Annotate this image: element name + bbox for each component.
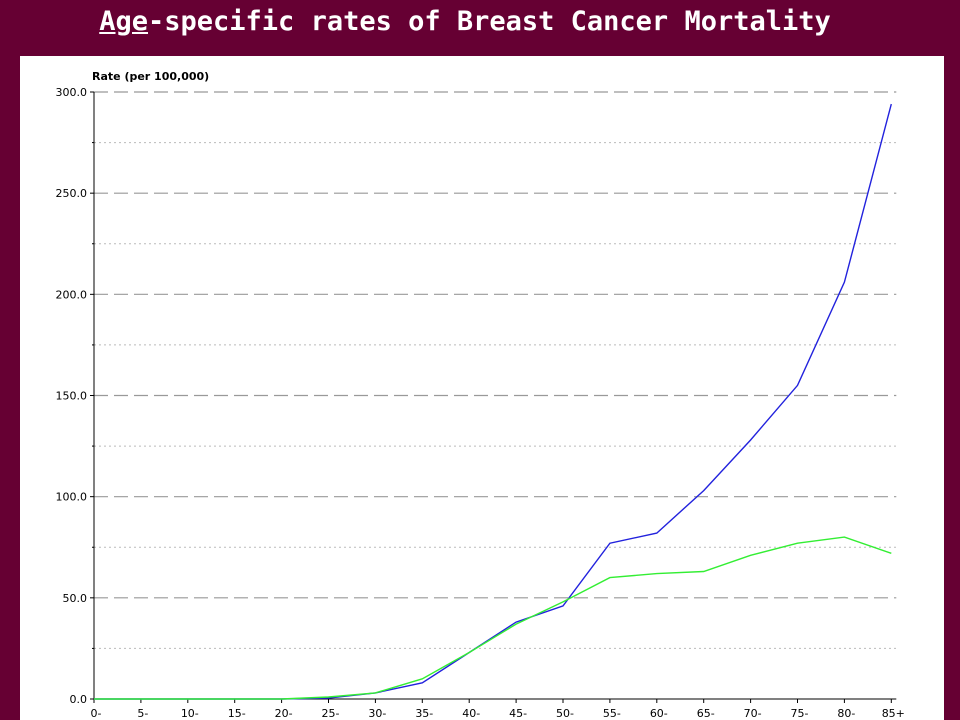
slide-title-underlined: Age bbox=[99, 6, 149, 37]
line-chart: 0.0 50.0 100.0 150.0 200.0 250.0 300.0 0- 5- 10- 1… bbox=[56, 70, 905, 720]
series-line-1 bbox=[94, 103, 892, 700]
x-tick-label: 70- bbox=[744, 707, 762, 720]
tick-labels: 0.0 50.0 100.0 150.0 200.0 250.0 300.0 0- 5- 10- 1… bbox=[56, 86, 905, 720]
y-tick-label: 50.0 bbox=[63, 592, 88, 605]
grid bbox=[94, 91, 897, 649]
x-tick-label: 25- bbox=[322, 707, 340, 720]
y-tick-label: 300.0 bbox=[56, 86, 88, 99]
x-tick-label: 65- bbox=[697, 707, 715, 720]
series-line-2 bbox=[94, 536, 892, 700]
y-tick-label: 150.0 bbox=[56, 390, 88, 403]
series bbox=[94, 103, 892, 700]
slide-title-rest: -specific rates of Breast Cancer Mortali… bbox=[148, 6, 831, 37]
x-tick-label: 85+ bbox=[882, 707, 905, 720]
slide-title: Age-specific rates of Breast Cancer Mort… bbox=[0, 6, 930, 37]
x-tick-label: 45- bbox=[509, 707, 527, 720]
y-tick-label: 250.0 bbox=[56, 187, 88, 200]
y-axis-label: Rate (per 100,000) bbox=[92, 70, 209, 83]
axes bbox=[90, 91, 897, 703]
y-tick-label: 200.0 bbox=[56, 288, 88, 301]
x-tick-label: 20- bbox=[275, 707, 293, 720]
x-tick-label: 55- bbox=[603, 707, 621, 720]
x-tick-label: 40- bbox=[462, 707, 480, 720]
x-tick-label: 15- bbox=[228, 707, 246, 720]
y-tick-label: 0.0 bbox=[70, 693, 88, 706]
chart-panel: 0.0 50.0 100.0 150.0 200.0 250.0 300.0 0- 5- 10- 1… bbox=[20, 56, 944, 720]
x-tick-label: 0- bbox=[91, 707, 102, 720]
x-tick-label: 30- bbox=[368, 707, 386, 720]
x-tick-label: 10- bbox=[181, 707, 199, 720]
x-tick-label: 75- bbox=[791, 707, 809, 720]
x-tick-label: 35- bbox=[415, 707, 433, 720]
x-tick-label: 50- bbox=[556, 707, 574, 720]
x-tick-label: 60- bbox=[650, 707, 668, 720]
x-tick-label: 5- bbox=[137, 707, 148, 720]
y-tick-label: 100.0 bbox=[56, 491, 88, 504]
x-tick-label: 80- bbox=[837, 707, 855, 720]
